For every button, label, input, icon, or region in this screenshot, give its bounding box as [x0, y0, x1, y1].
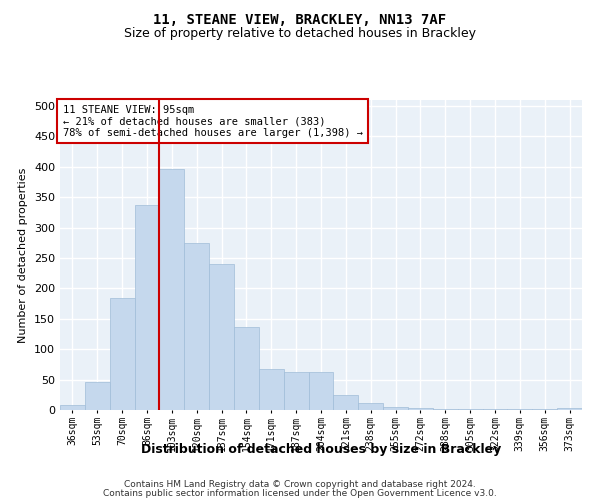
Text: Contains HM Land Registry data © Crown copyright and database right 2024.: Contains HM Land Registry data © Crown c…	[124, 480, 476, 489]
Bar	[184, 243, 209, 410]
Bar	[284, 372, 308, 410]
Bar	[308, 372, 334, 410]
Bar	[110, 298, 134, 410]
Y-axis label: Number of detached properties: Number of detached properties	[19, 168, 28, 342]
Bar	[134, 204, 160, 410]
Bar	[557, 408, 582, 410]
Bar	[85, 382, 110, 410]
Text: Size of property relative to detached houses in Brackley: Size of property relative to detached ho…	[124, 28, 476, 40]
Bar	[383, 407, 408, 410]
Text: Contains public sector information licensed under the Open Government Licence v3: Contains public sector information licen…	[103, 489, 497, 498]
Bar	[209, 264, 234, 410]
Bar	[334, 395, 358, 410]
Bar	[458, 409, 482, 410]
Text: 11 STEANE VIEW: 95sqm
← 21% of detached houses are smaller (383)
78% of semi-det: 11 STEANE VIEW: 95sqm ← 21% of detached …	[62, 104, 362, 138]
Text: 11, STEANE VIEW, BRACKLEY, NN13 7AF: 11, STEANE VIEW, BRACKLEY, NN13 7AF	[154, 12, 446, 26]
Bar	[234, 328, 259, 410]
Bar	[160, 168, 184, 410]
Bar	[358, 404, 383, 410]
Bar	[60, 405, 85, 410]
Bar	[259, 368, 284, 410]
Bar	[408, 408, 433, 410]
Text: Distribution of detached houses by size in Brackley: Distribution of detached houses by size …	[141, 442, 501, 456]
Bar	[433, 409, 458, 410]
